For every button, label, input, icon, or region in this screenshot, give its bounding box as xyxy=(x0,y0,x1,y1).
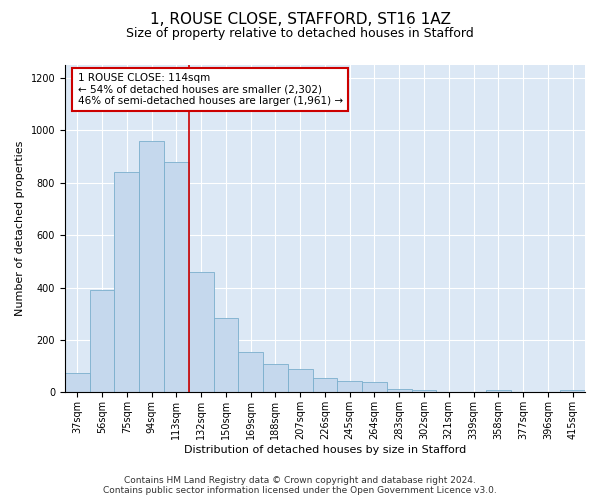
Bar xyxy=(139,141,164,393)
Bar xyxy=(164,162,189,392)
Bar xyxy=(412,390,436,392)
Bar xyxy=(189,272,214,392)
Bar xyxy=(89,290,115,392)
Bar xyxy=(115,172,139,392)
Text: Size of property relative to detached houses in Stafford: Size of property relative to detached ho… xyxy=(126,28,474,40)
Bar xyxy=(387,388,412,392)
Bar xyxy=(263,364,288,392)
Bar xyxy=(362,382,387,392)
Bar xyxy=(288,369,313,392)
X-axis label: Distribution of detached houses by size in Stafford: Distribution of detached houses by size … xyxy=(184,445,466,455)
Text: 1, ROUSE CLOSE, STAFFORD, ST16 1AZ: 1, ROUSE CLOSE, STAFFORD, ST16 1AZ xyxy=(149,12,451,28)
Bar xyxy=(486,390,511,392)
Y-axis label: Number of detached properties: Number of detached properties xyxy=(15,141,25,316)
Bar xyxy=(238,352,263,393)
Text: Contains HM Land Registry data © Crown copyright and database right 2024.
Contai: Contains HM Land Registry data © Crown c… xyxy=(103,476,497,495)
Bar xyxy=(313,378,337,392)
Text: 1 ROUSE CLOSE: 114sqm
← 54% of detached houses are smaller (2,302)
46% of semi-d: 1 ROUSE CLOSE: 114sqm ← 54% of detached … xyxy=(77,73,343,106)
Bar xyxy=(560,390,585,392)
Bar xyxy=(337,380,362,392)
Bar xyxy=(65,373,89,392)
Bar xyxy=(214,318,238,392)
